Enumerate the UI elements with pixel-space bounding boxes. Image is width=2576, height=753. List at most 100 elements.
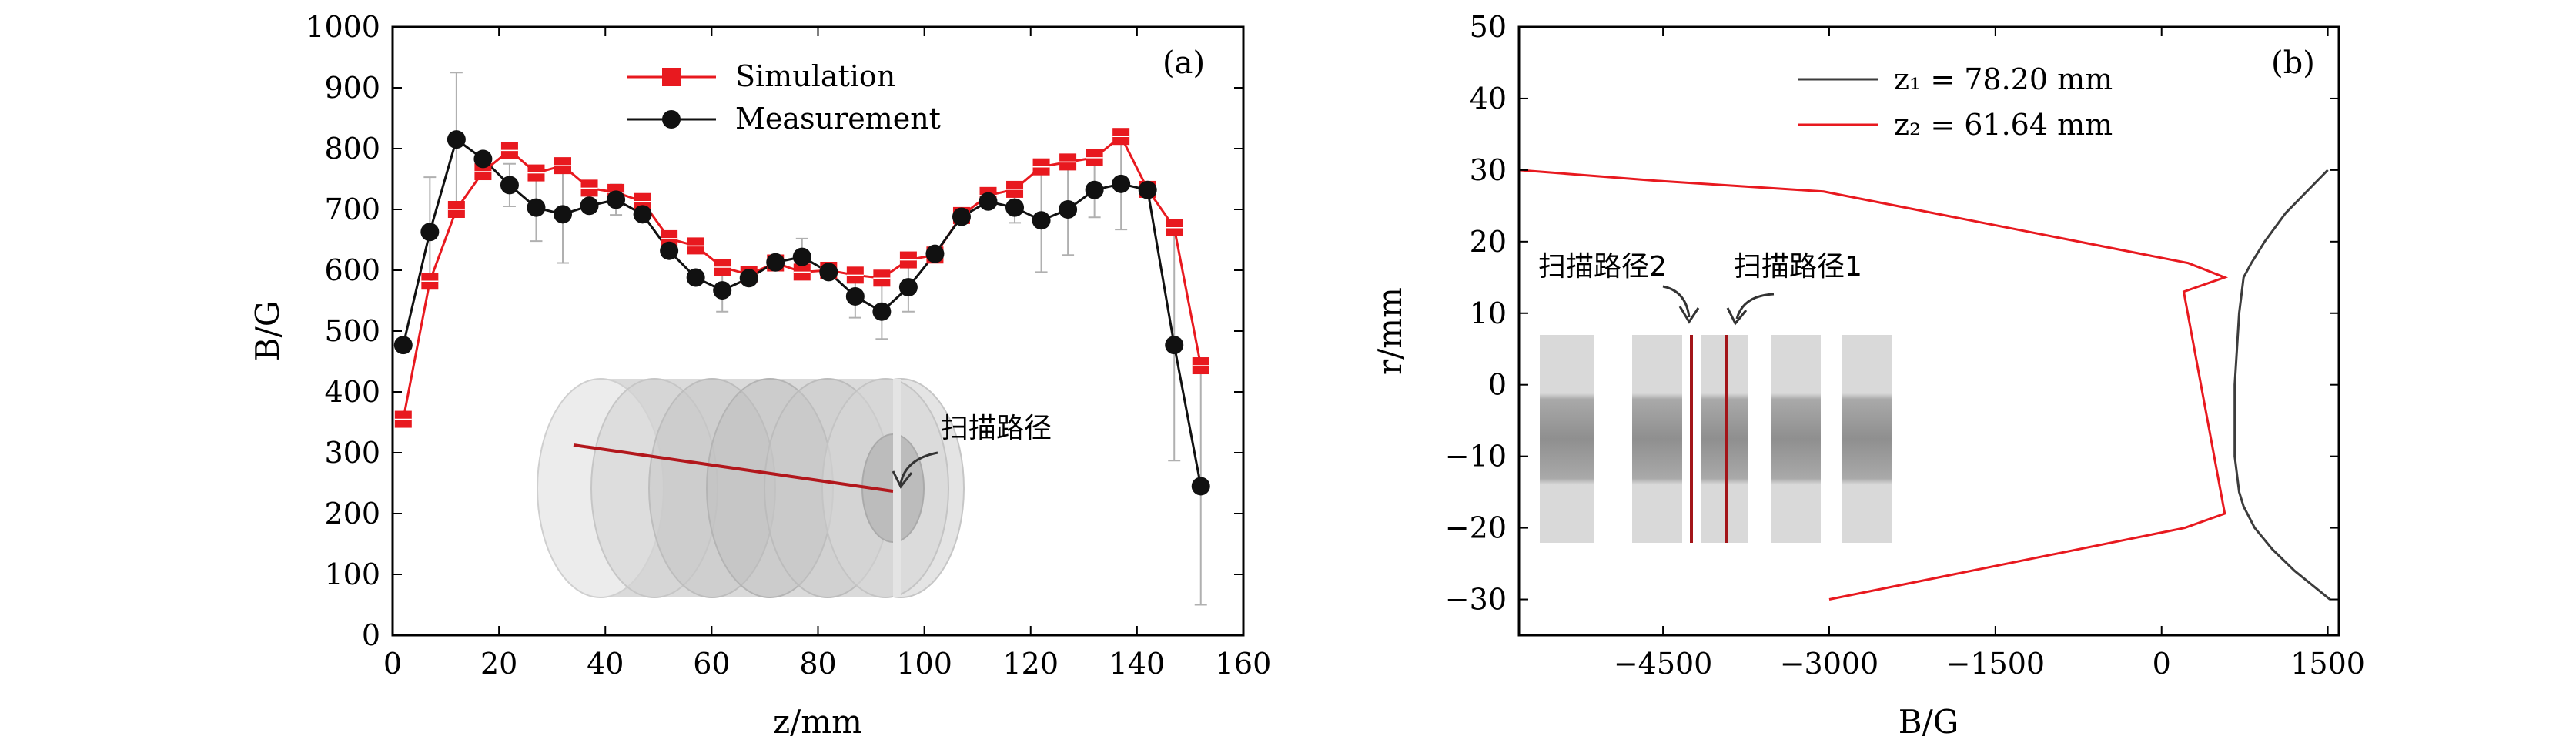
measurement-point bbox=[739, 269, 758, 288]
x-tick-label: −4500 bbox=[1614, 647, 1713, 681]
plot-frame bbox=[391, 25, 1245, 637]
measurement-point bbox=[420, 223, 440, 242]
magnet-block bbox=[1771, 335, 1821, 543]
curved-arrow-icon bbox=[1735, 293, 1775, 320]
legend-simulation-marker bbox=[662, 68, 681, 86]
magnet-cross-section-illustration: 扫描路径2 扫描路径1 bbox=[1538, 251, 1892, 543]
x-tick-label: 60 bbox=[693, 647, 730, 681]
measurement-point bbox=[925, 244, 945, 263]
panel-label: (a) bbox=[1163, 45, 1205, 81]
measurement-point bbox=[500, 176, 519, 195]
measurement-point bbox=[898, 278, 918, 297]
y-tick-label: 40 bbox=[1470, 82, 1507, 115]
legend-simulation-label: Simulation bbox=[735, 59, 895, 93]
measurement-point bbox=[979, 192, 998, 211]
y-tick-label: 20 bbox=[1470, 225, 1507, 259]
y-tick-label: 700 bbox=[324, 192, 380, 226]
measurement-point bbox=[1165, 336, 1184, 355]
measurement-point bbox=[393, 336, 413, 355]
measurement-point bbox=[952, 207, 971, 226]
scan-path-1-annotation: 扫描路径1 bbox=[1734, 251, 1862, 283]
x-tick-label: 100 bbox=[896, 647, 952, 681]
y-tick-label: 10 bbox=[1470, 296, 1507, 330]
measurement-point bbox=[554, 205, 572, 224]
x-tick-label: 140 bbox=[1109, 647, 1166, 681]
legend: Simulation Measurement bbox=[627, 59, 941, 136]
y-tick-label: 200 bbox=[324, 497, 380, 530]
y-axis-label: r/mm bbox=[1371, 287, 1409, 375]
measurement-point bbox=[633, 205, 652, 224]
measurement-point bbox=[1085, 180, 1104, 199]
magnet-block bbox=[1540, 335, 1594, 543]
measurement-point bbox=[766, 253, 785, 272]
axis-ticks: −4500 −3000 −1500 0 1500 −30 −20 −10 0 10 20 30 40 50 bbox=[1445, 10, 2365, 681]
axis-ticks: 0 20 40 60 80 100 120 140 160 0 100 200 300 400 500 600… bbox=[306, 10, 1271, 681]
x-axis-label: B/G bbox=[1899, 703, 1959, 741]
measurement-point bbox=[1032, 211, 1051, 230]
y-tick-label: 50 bbox=[1470, 10, 1507, 44]
measurement-point bbox=[660, 241, 679, 260]
x-tick-label: 1500 bbox=[2290, 647, 2365, 681]
x-tick-label: −1500 bbox=[1946, 647, 2046, 681]
series-markers bbox=[393, 128, 1210, 496]
legend-measurement-label: Measurement bbox=[735, 102, 941, 136]
x-tick-label: 160 bbox=[1216, 647, 1272, 681]
scan-path-2-annotation: 扫描路径2 bbox=[1538, 251, 1667, 283]
curved-arrow-icon bbox=[1662, 285, 1691, 318]
measurement-point bbox=[845, 286, 865, 306]
y-tick-label: 400 bbox=[324, 375, 380, 409]
measurement-point bbox=[447, 130, 466, 149]
y-tick-label: 0 bbox=[362, 618, 380, 652]
series-line-z1 bbox=[2233, 169, 2331, 601]
measurement-point bbox=[1059, 200, 1078, 219]
measurement-point bbox=[1191, 477, 1210, 496]
measurement-point bbox=[686, 268, 705, 287]
measurement-point bbox=[1112, 174, 1131, 193]
cylinder-front-face bbox=[893, 379, 901, 597]
scan-path-annotation: 扫描路径 bbox=[941, 413, 1052, 444]
magnet-block bbox=[1842, 335, 1892, 543]
panel-a: 扫描路径 0 20 40 60 80 100 120 140 160 0 100 200 300 400 5… bbox=[249, 10, 1271, 741]
y-tick-label: 600 bbox=[324, 253, 380, 287]
y-tick-label: 1000 bbox=[306, 10, 380, 44]
measurement-point bbox=[872, 302, 892, 321]
measurement-point bbox=[607, 190, 626, 209]
x-tick-label: −3000 bbox=[1780, 647, 1879, 681]
legend-z1-label: z₁ = 78.20 mm bbox=[1894, 62, 2113, 96]
panel-b: 扫描路径2 扫描路径1 −4500 −3000 −1500 0 1500 −30 −20 −1… bbox=[1371, 10, 2365, 741]
x-tick-label: 80 bbox=[799, 647, 836, 681]
panel-label: (b) bbox=[2271, 45, 2315, 81]
y-tick-label: 100 bbox=[324, 557, 380, 591]
x-axis-label: z/mm bbox=[773, 703, 862, 741]
x-tick-label: 120 bbox=[1002, 647, 1059, 681]
y-tick-label: 900 bbox=[324, 71, 380, 105]
measurement-point bbox=[1138, 180, 1157, 199]
y-axis-label: B/G bbox=[249, 301, 286, 362]
measurement-point bbox=[819, 263, 838, 282]
plot-frame bbox=[1517, 25, 2340, 637]
series-lines bbox=[1518, 169, 2331, 601]
magnet-stack-illustration: 扫描路径 bbox=[537, 378, 1052, 598]
y-tick-label: 500 bbox=[324, 314, 380, 348]
measurement-point bbox=[473, 149, 493, 169]
y-tick-label: 30 bbox=[1470, 153, 1507, 187]
magnet-block bbox=[1632, 335, 1682, 543]
x-tick-label: 0 bbox=[2153, 647, 2171, 681]
y-tick-label: 300 bbox=[324, 436, 380, 470]
measurement-point bbox=[527, 198, 546, 217]
measurement-point bbox=[713, 281, 732, 300]
y-tick-label: 0 bbox=[1488, 368, 1507, 402]
y-tick-label: −20 bbox=[1445, 511, 1507, 545]
y-tick-label: −30 bbox=[1445, 583, 1507, 617]
y-tick-label: −10 bbox=[1445, 440, 1507, 474]
legend: z₁ = 78.20 mm z₂ = 61.64 mm bbox=[1798, 62, 2113, 142]
curved-arrow-icon bbox=[899, 451, 938, 484]
measurement-point bbox=[792, 247, 811, 266]
curved-arrow-icon-head bbox=[1678, 306, 1700, 324]
series-line-z2 bbox=[1518, 169, 2229, 601]
magnet-block bbox=[1701, 335, 1748, 543]
x-tick-label: 0 bbox=[383, 647, 402, 681]
x-tick-label: 20 bbox=[480, 647, 517, 681]
measurement-point bbox=[1005, 198, 1025, 217]
